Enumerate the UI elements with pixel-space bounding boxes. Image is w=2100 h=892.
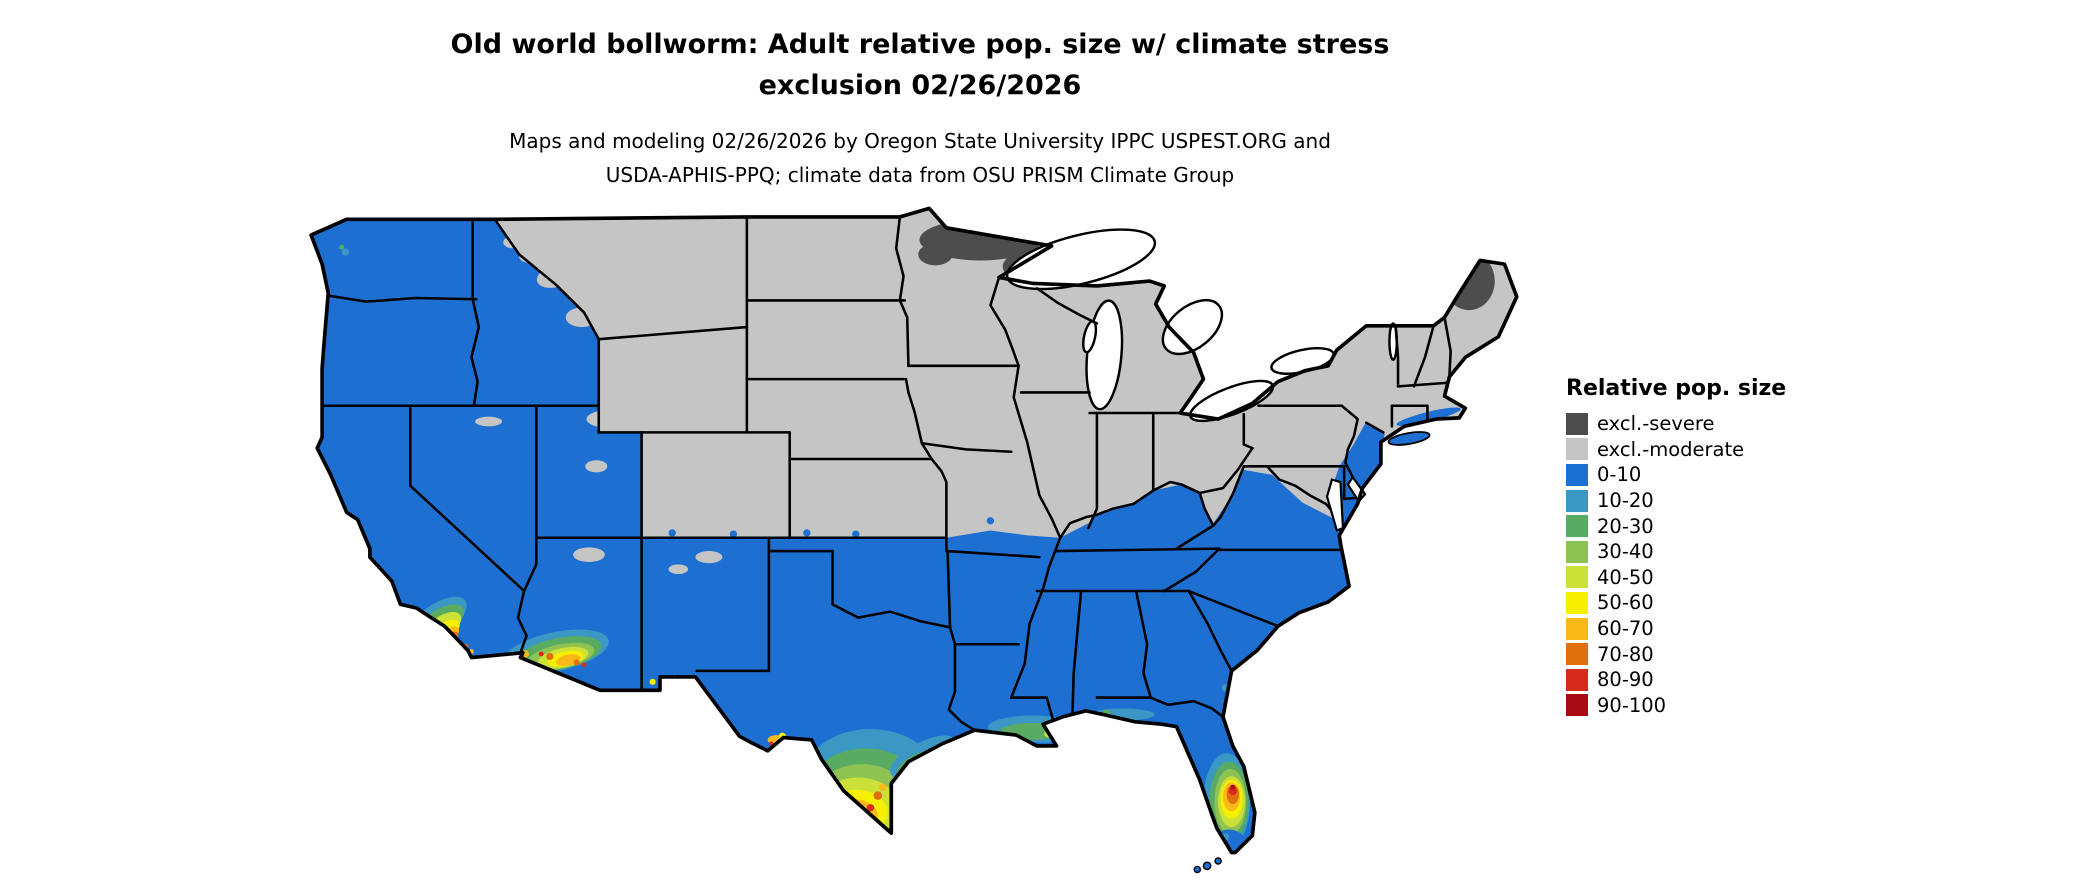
legend-swatch-b20_30 [1566, 515, 1588, 538]
map-subtitle: Maps and modeling 02/26/2026 by Oregon S… [0, 124, 1840, 192]
region-low-population [311, 219, 1350, 853]
legend-swatch-b40_50 [1566, 566, 1588, 589]
legend-item-b50_60: 50-60 [1566, 590, 1786, 616]
legend-swatch-excl_severe [1566, 412, 1588, 435]
legend-item-b90_100: 90-100 [1566, 693, 1786, 719]
title-line-2: exclusion 02/26/2026 [758, 70, 1082, 101]
legend-label-b80_90: 80-90 [1597, 668, 1654, 692]
legend-item-b10_20: 10-20 [1566, 488, 1786, 514]
legend-label-b30_40: 30-40 [1597, 540, 1654, 564]
legend-swatch-b90_100 [1566, 694, 1588, 717]
florida-keys [1202, 861, 1212, 871]
legend-item-b60_70: 60-70 [1566, 616, 1786, 642]
legend-label-b50_60: 50-60 [1597, 591, 1654, 615]
legend-item-b40_50: 40-50 [1566, 565, 1786, 591]
long-island [1387, 431, 1431, 446]
legend-swatch-excl_moderate [1566, 438, 1588, 461]
legend-item-b20_30: 20-30 [1566, 513, 1786, 539]
legend-item-b30_40: 30-40 [1566, 539, 1786, 565]
islands [1193, 431, 1431, 874]
legend-rows: excl.-severe excl.-moderate 0-10 10-20 20-30… [1566, 411, 1786, 718]
us-choropleth-map [309, 206, 1519, 874]
legend-label-excl_moderate: excl.-moderate [1597, 437, 1745, 461]
legend-swatch-b0_10 [1566, 463, 1588, 486]
legend-label-b10_20: 10-20 [1597, 489, 1654, 513]
florida-keys [1193, 865, 1202, 874]
legend-swatch-b60_70 [1566, 617, 1588, 640]
legend-swatch-b10_20 [1566, 489, 1588, 512]
transition-speckles [668, 517, 995, 538]
subtitle-line-2: USDA-APHIS-PPQ; climate data from OSU PR… [605, 163, 1235, 187]
legend-swatch-b30_40 [1566, 540, 1588, 563]
legend-label-b40_50: 40-50 [1597, 565, 1654, 589]
subtitle-line-1: Maps and modeling 02/26/2026 by Oregon S… [509, 129, 1331, 153]
legend-title: Relative pop. size [1566, 376, 1787, 401]
legend-label-excl_severe: excl.-severe [1597, 412, 1715, 436]
legend: Relative pop. size excl.-severe excl.-mod… [1566, 376, 1786, 718]
legend-swatch-b50_60 [1566, 591, 1588, 614]
title-line-1: Old world bollworm: Adult relative pop. … [450, 29, 1390, 60]
legend-item-b80_90: 80-90 [1566, 667, 1786, 693]
legend-label-b20_30: 20-30 [1597, 514, 1654, 538]
florida-keys [1214, 857, 1222, 865]
legend-swatch-b80_90 [1566, 668, 1588, 691]
map-title: Old world bollworm: Adult relative pop. … [0, 24, 1840, 106]
legend-item-excl_severe: excl.-severe [1566, 411, 1786, 437]
legend-label-b90_100: 90-100 [1597, 693, 1667, 717]
state-borders [320, 215, 1452, 732]
legend-swatch-b70_80 [1566, 643, 1588, 666]
legend-item-excl_moderate: excl.-moderate [1566, 437, 1786, 463]
legend-label-b60_70: 60-70 [1597, 617, 1654, 641]
hotspot-florida [1203, 753, 1250, 853]
legend-label-b70_80: 70-80 [1597, 642, 1654, 666]
legend-label-b0_10: 0-10 [1597, 463, 1642, 487]
lake-huron [1161, 298, 1224, 356]
legend-item-b0_10: 0-10 [1566, 462, 1786, 488]
legend-item-b70_80: 70-80 [1566, 641, 1786, 667]
